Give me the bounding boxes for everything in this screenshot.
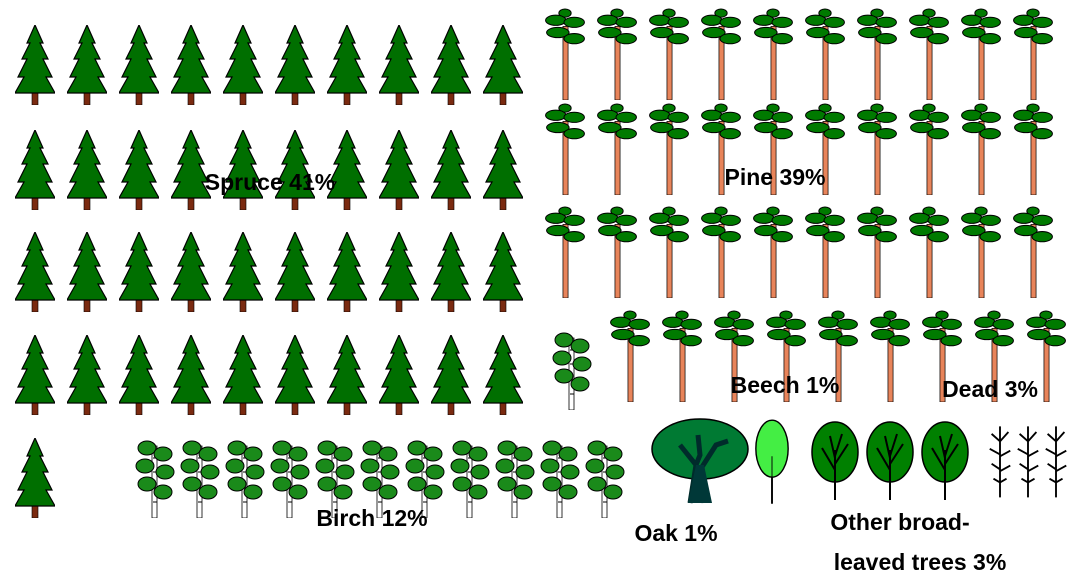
tree-icon: [990, 426, 1011, 497]
tree-icon: [806, 207, 845, 298]
tree-icon: [702, 207, 741, 298]
tree-icon: [275, 335, 315, 415]
tree-icon: [327, 25, 367, 105]
tree-icon: [379, 232, 419, 312]
tree-icon: [650, 207, 689, 298]
tree-icon: [181, 441, 219, 518]
tree-icon: [598, 207, 637, 298]
tree-icon: [431, 335, 471, 415]
tree-icon: [379, 25, 419, 105]
tree-icon: [119, 25, 159, 105]
tree-icon: [910, 207, 949, 298]
tree-icon: [15, 232, 55, 312]
tree-icon: [652, 419, 748, 503]
tree-icon: [431, 130, 471, 210]
tree-icon: [483, 130, 523, 210]
tree-icon: [327, 232, 367, 312]
tree-icon: [650, 104, 689, 195]
tree-icon: [171, 335, 211, 415]
tree-icon: [871, 311, 910, 402]
tree-icon: [611, 311, 650, 402]
tree-icon: [67, 232, 107, 312]
category-label: Spruce 41%: [205, 169, 335, 195]
tree-icon: [379, 130, 419, 210]
tree-icon: [754, 9, 793, 100]
tree-icon: [483, 232, 523, 312]
tree-icon: [806, 9, 845, 100]
tree-icon: [119, 232, 159, 312]
tree-icon: [379, 335, 419, 415]
category-label: Oak 1%: [634, 520, 717, 546]
tree-icon: [431, 232, 471, 312]
tree-icon: [910, 9, 949, 100]
category-label: Beech 1%: [731, 372, 840, 398]
tree-icon: [1046, 426, 1067, 497]
tree-icon: [496, 441, 534, 518]
tree-icon: [327, 335, 367, 415]
tree-icon: [858, 104, 897, 195]
tree-icon: [858, 9, 897, 100]
tree-icon: [15, 25, 55, 105]
tree-icon: [650, 9, 689, 100]
tree-icon: [756, 420, 788, 504]
tree-icon: [962, 9, 1001, 100]
tree-icon: [67, 335, 107, 415]
tree-icon: [867, 422, 913, 500]
tree-icon: [598, 9, 637, 100]
tree-icon: [223, 232, 263, 312]
category-label: Other broad-leaved trees 3%: [830, 509, 1006, 575]
tree-icon: [223, 335, 263, 415]
tree-icon: [431, 25, 471, 105]
tree-icon: [598, 104, 637, 195]
tree-icon: [119, 335, 159, 415]
tree-icon: [586, 441, 624, 518]
tree-icon: [15, 335, 55, 415]
tree-icon: [812, 422, 858, 500]
tree-icon: [271, 441, 309, 518]
tree-icon: [67, 130, 107, 210]
tree-icon: [483, 335, 523, 415]
tree-icon: [922, 422, 968, 500]
tree-icon: [962, 104, 1001, 195]
tree-icon: [663, 311, 702, 402]
tree-icon: [119, 130, 159, 210]
category-label: Dead 3%: [942, 376, 1038, 402]
tree-icon: [67, 25, 107, 105]
tree-icon: [858, 207, 897, 298]
tree-icon: [910, 104, 949, 195]
tree-icon: [553, 333, 591, 410]
tree-icon: [702, 9, 741, 100]
tree-icon: [171, 25, 211, 105]
tree-icon: [1018, 426, 1039, 497]
icons: [15, 9, 1066, 518]
tree-icon: [754, 207, 793, 298]
tree-icon: [546, 207, 585, 298]
tree-icon: [275, 232, 315, 312]
tree-icon: [962, 207, 1001, 298]
tree-icon: [15, 438, 55, 518]
tree-icon: [451, 441, 489, 518]
tree-icon: [171, 232, 211, 312]
tree-icon: [15, 130, 55, 210]
tree-icon: [223, 25, 263, 105]
tree-icon: [136, 441, 174, 518]
tree-icon: [226, 441, 264, 518]
tree-icon: [275, 25, 315, 105]
tree-icon: [483, 25, 523, 105]
tree-icon: [546, 9, 585, 100]
category-label: Pine 39%: [725, 164, 826, 190]
tree-icon: [546, 104, 585, 195]
tree-icon: [541, 441, 579, 518]
tree-icon: [1014, 9, 1053, 100]
tree-icon: [1014, 207, 1053, 298]
labels: Spruce 41% Pine 39% Birch 12% Oak 1% Beech 1…: [205, 164, 1038, 575]
category-label: Birch 12%: [316, 505, 427, 531]
tree-icon: [1014, 104, 1053, 195]
chart: Spruce 41% Pine 39% Birch 12% Oak 1% Beech 1…: [0, 0, 1081, 586]
